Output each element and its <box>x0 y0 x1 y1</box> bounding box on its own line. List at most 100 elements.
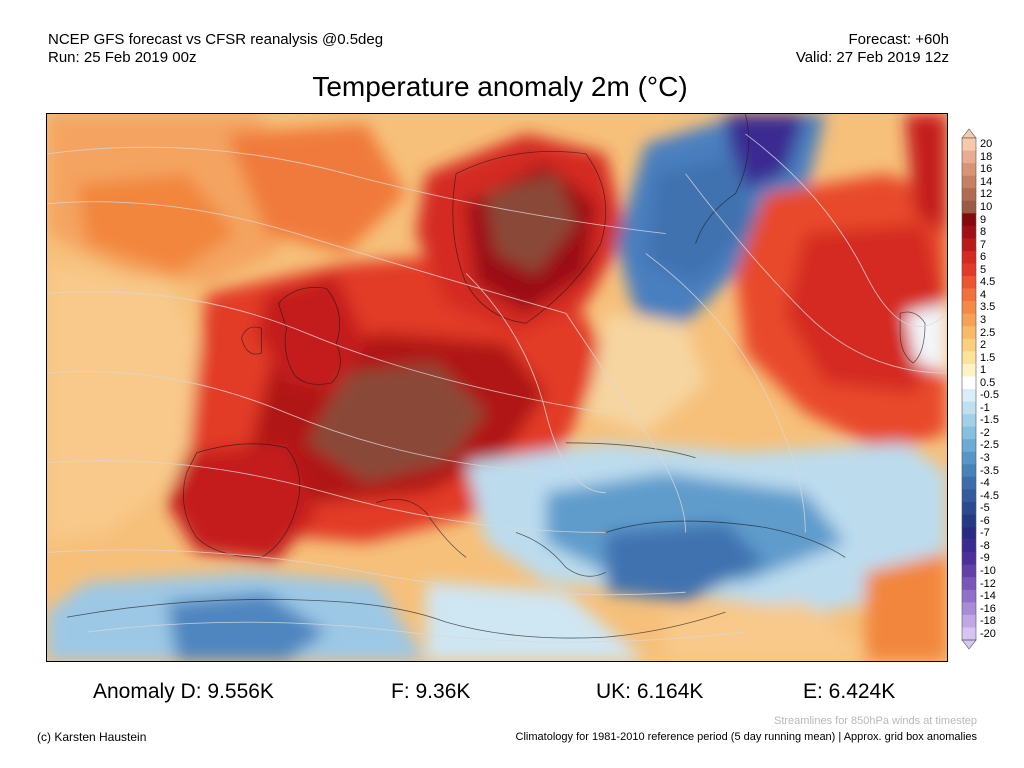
legend-swatch <box>962 326 976 340</box>
legend-swatch <box>962 627 976 641</box>
header-right: Forecast: +60h Valid: 27 Feb 2019 12z <box>796 31 949 67</box>
legend-swatch <box>962 138 976 151</box>
run-line: Run: 25 Feb 2019 00z <box>48 49 197 66</box>
legend-label: -3 <box>980 452 990 465</box>
legend-swatch <box>962 376 976 390</box>
legend-swatch <box>962 213 976 227</box>
legend-swatch <box>962 426 976 440</box>
legend-label: 14 <box>980 175 993 188</box>
legend-swatch <box>962 401 976 415</box>
legend-label: 9 <box>980 213 987 226</box>
legend-label: -4 <box>980 477 990 490</box>
legend-label: -14 <box>980 590 996 603</box>
legend-label: -8 <box>980 539 990 552</box>
legend-label: 1.5 <box>980 351 996 364</box>
legend-label: 7 <box>980 238 987 251</box>
legend-label: 18 <box>980 150 993 163</box>
valid-line: Valid: 27 Feb 2019 12z <box>795 49 949 66</box>
legend-label: -7 <box>980 527 990 540</box>
anomaly-map <box>46 113 948 662</box>
legend-label: 3.5 <box>980 301 996 314</box>
legend-label: 2.5 <box>980 326 996 339</box>
legend-swatch <box>962 589 976 603</box>
legend-swatch <box>962 527 976 540</box>
legend-label: -2.5 <box>980 439 999 452</box>
legend-swatch <box>962 263 976 277</box>
legend-label: 4.5 <box>980 276 996 289</box>
legend-label: -12 <box>980 577 996 590</box>
anomaly-stats: Anomaly D: 9.556K F: 9.36K UK: 6.164K E:… <box>0 680 1024 708</box>
legend-swatch <box>962 188 976 202</box>
stat-d: Anomaly D: 9.556K <box>93 680 274 703</box>
legend-label: 10 <box>980 201 993 214</box>
legend-swatch <box>962 439 976 453</box>
streamlines-note: Streamlines for 850hPa winds at timestep <box>774 715 977 727</box>
legend-label: -1.5 <box>980 414 999 427</box>
legend-swatch <box>962 501 976 515</box>
legend-label: 1 <box>980 364 987 377</box>
legend-swatch <box>962 225 976 239</box>
legend-label: 5 <box>980 263 987 276</box>
anomaly-field <box>47 114 947 661</box>
legend-label: -6 <box>980 514 990 527</box>
color-legend: 20 18 16 14 12 10 9 8 7 6 5 4.5 4 3.5 3 2.5 2 1.5 1 0.5 -0.5… <box>960 128 1020 650</box>
legend-label: -0.5 <box>980 389 999 402</box>
legend-label: 12 <box>980 188 993 201</box>
stat-f: F: 9.36K <box>391 680 471 703</box>
legend-outline <box>961 137 977 641</box>
legend-swatch <box>962 250 976 264</box>
legend-swatch <box>962 552 976 565</box>
legend-arrow-bottom <box>961 639 977 650</box>
legend-label: 20 <box>980 138 993 151</box>
legend-swatch <box>962 451 976 465</box>
legend-label: 4 <box>980 288 987 301</box>
stat-e: E: 6.424K <box>803 680 896 703</box>
legend-swatch <box>962 464 976 478</box>
legend-swatch <box>962 276 976 289</box>
legend-swatch <box>962 351 976 365</box>
legend-swatch <box>962 539 976 553</box>
legend-label: -4.5 <box>980 489 999 502</box>
legend-label: 0.5 <box>980 376 996 389</box>
legend-colorbar <box>961 128 977 650</box>
legend-swatch <box>962 163 976 176</box>
legend-swatch <box>962 150 976 164</box>
legend-label: -18 <box>980 615 996 628</box>
legend-label: -9 <box>980 552 990 565</box>
legend-label: -5 <box>980 502 990 515</box>
climatology-note: Climatology for 1981-2010 reference peri… <box>515 731 977 743</box>
legend-swatch <box>962 414 976 427</box>
coastlines <box>66 114 926 639</box>
legend-label: -10 <box>980 564 996 577</box>
legend-label: -3.5 <box>980 464 999 477</box>
legend-swatch <box>962 313 976 327</box>
legend-label: 16 <box>980 163 993 176</box>
forecast-line: Forecast: +60h <box>848 31 949 48</box>
copyright: (c) Karsten Haustein <box>37 730 147 744</box>
legend-swatch <box>962 476 976 490</box>
legend-label: 6 <box>980 251 987 264</box>
header-left: NCEP GFS forecast vs CFSR reanalysis @0.… <box>48 31 383 67</box>
legend-label: 8 <box>980 226 987 239</box>
legend-swatch <box>962 514 976 528</box>
model-line: NCEP GFS forecast vs CFSR reanalysis @0.… <box>48 31 384 48</box>
legend-label: -1 <box>980 401 990 414</box>
legend-swatch <box>962 577 976 591</box>
legend-swatch <box>962 363 976 377</box>
legend-label: -16 <box>980 602 996 615</box>
legend-swatch <box>962 614 976 628</box>
map-title: Temperature anomaly 2m (°C) <box>312 71 688 102</box>
legend-label: -20 <box>980 627 996 640</box>
legend-swatch <box>962 288 976 302</box>
legend-label: 2 <box>980 339 987 352</box>
legend-swatch <box>962 602 976 616</box>
legend-swatch <box>962 175 976 189</box>
legend-label: -2 <box>980 426 990 439</box>
legend-swatch <box>962 389 976 402</box>
legend-swatch <box>962 200 976 214</box>
legend-swatch <box>962 301 976 314</box>
legend-swatch <box>962 338 976 352</box>
legend-swatch <box>962 564 976 578</box>
anomaly-map-canvas <box>47 114 947 661</box>
legend-label: 3 <box>980 313 987 326</box>
